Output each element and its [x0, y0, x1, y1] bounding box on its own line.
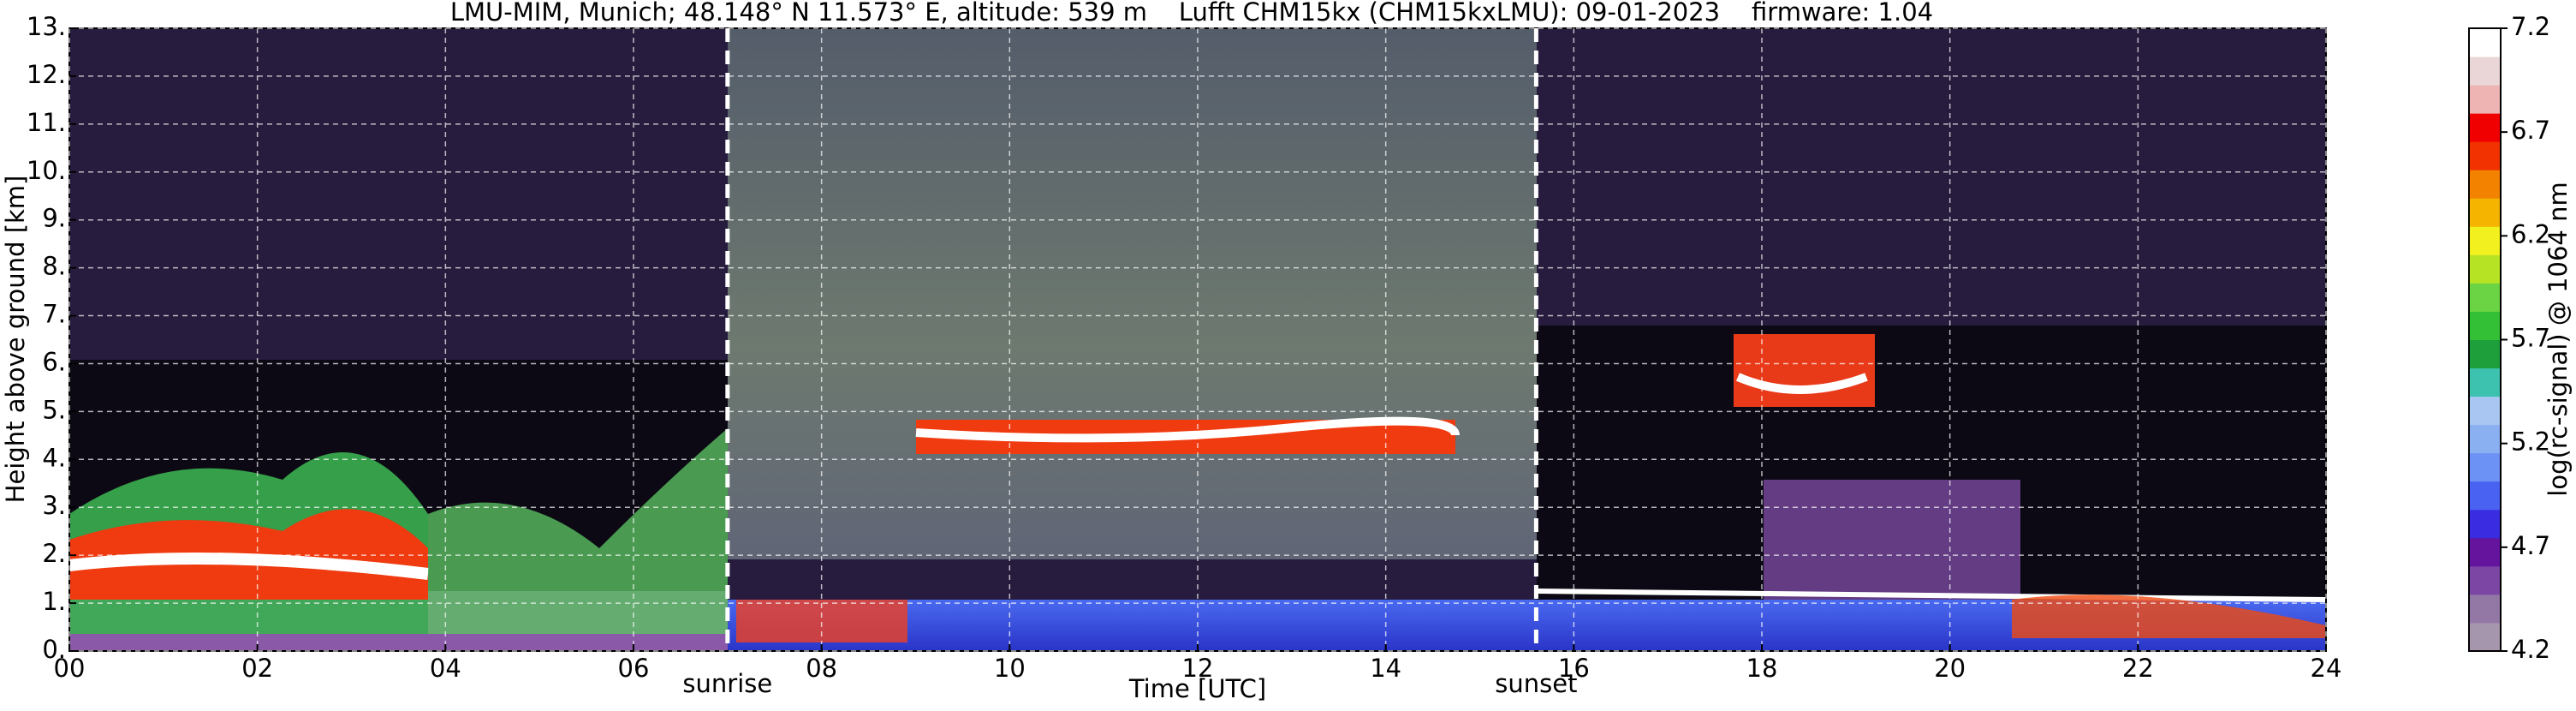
y-tick-label: 6. [42, 347, 66, 376]
annotation-label: sunset [1495, 669, 1577, 698]
y-axis-label: Height above ground [km] [1, 176, 30, 504]
colorbar-tick-label: 5.7 [2511, 324, 2550, 353]
x-tick-label: 16 [1558, 654, 1590, 683]
colorbar-segment [2469, 226, 2501, 255]
colorbar-label: log(rc-signal) @ 1064 nm [2543, 182, 2573, 496]
y-tick-label: 12. [27, 60, 66, 89]
y-tick-label: 11. [27, 108, 66, 137]
x-axis-label: Time [UTC] [1128, 674, 1266, 703]
colorbar-tick-label: 5.2 [2511, 427, 2550, 457]
x-tick-label: 06 [618, 654, 650, 683]
y-tick-label: 0. [42, 635, 66, 664]
chart-title: LMU-MIM, Munich; 48.148° N 11.573° E, al… [450, 0, 1933, 27]
y-tick-label: 2. [42, 539, 66, 568]
colorbar-segment [2469, 622, 2501, 652]
y-tick-label: 10. [27, 156, 66, 185]
y-tick-label: 3. [42, 491, 66, 520]
colorbar-segment [2469, 28, 2501, 57]
colorbar-segment [2469, 396, 2501, 426]
colorbar-segment [2469, 198, 2501, 227]
y-tick-label: 13. [27, 12, 66, 41]
x-tick-label: 12 [1182, 654, 1214, 683]
colorbar-segment [2469, 367, 2501, 397]
colorbar-tick-label: 4.7 [2511, 531, 2550, 560]
x-tick-label: 22 [2122, 654, 2154, 683]
x-tick-label: 20 [1934, 654, 1966, 683]
colorbar-segment [2469, 481, 2501, 511]
colorbar-segment [2469, 57, 2501, 86]
x-tick-label: 02 [241, 654, 273, 683]
colorbar-tick-label: 7.2 [2511, 12, 2550, 41]
colorbar-segment [2469, 424, 2501, 454]
colorbar-tick-label: 6.2 [2511, 219, 2550, 248]
colorbar-segment [2469, 170, 2501, 199]
y-tick-label: 5. [42, 395, 66, 424]
colorbar-segment [2469, 509, 2501, 539]
colorbar-segment [2469, 339, 2501, 369]
colorbar-segment [2469, 113, 2501, 142]
x-tick-label: 04 [430, 654, 461, 683]
colorbar-segment [2469, 254, 2501, 284]
y-tick-label: 4. [42, 443, 66, 472]
y-tick-label: 9. [42, 204, 66, 233]
x-tick-label: 14 [1370, 654, 1401, 683]
colorbar-segment [2469, 565, 2501, 595]
colorbar-segment [2469, 311, 2501, 340]
colorbar-tick-label: 4.2 [2511, 635, 2550, 664]
x-tick-label: 10 [994, 654, 1026, 683]
x-tick-label: 00 [54, 654, 86, 683]
colorbar-segment [2469, 452, 2501, 482]
y-tick-label: 8. [42, 252, 66, 281]
colorbar-segment [2469, 537, 2501, 567]
colorbar-segment [2469, 594, 2501, 624]
colorbar-segment [2469, 141, 2501, 170]
x-tick-label: 24 [2311, 654, 2342, 683]
colorbar-segment [2469, 85, 2501, 114]
annotation-label: sunrise [682, 669, 772, 698]
y-tick-label: 7. [42, 300, 66, 329]
colorbar-segment [2469, 283, 2501, 312]
y-tick-label: 1. [42, 587, 66, 616]
x-tick-label: 18 [1746, 654, 1778, 683]
colorbar-tick-label: 6.7 [2511, 116, 2550, 145]
x-tick-label: 08 [806, 654, 837, 683]
